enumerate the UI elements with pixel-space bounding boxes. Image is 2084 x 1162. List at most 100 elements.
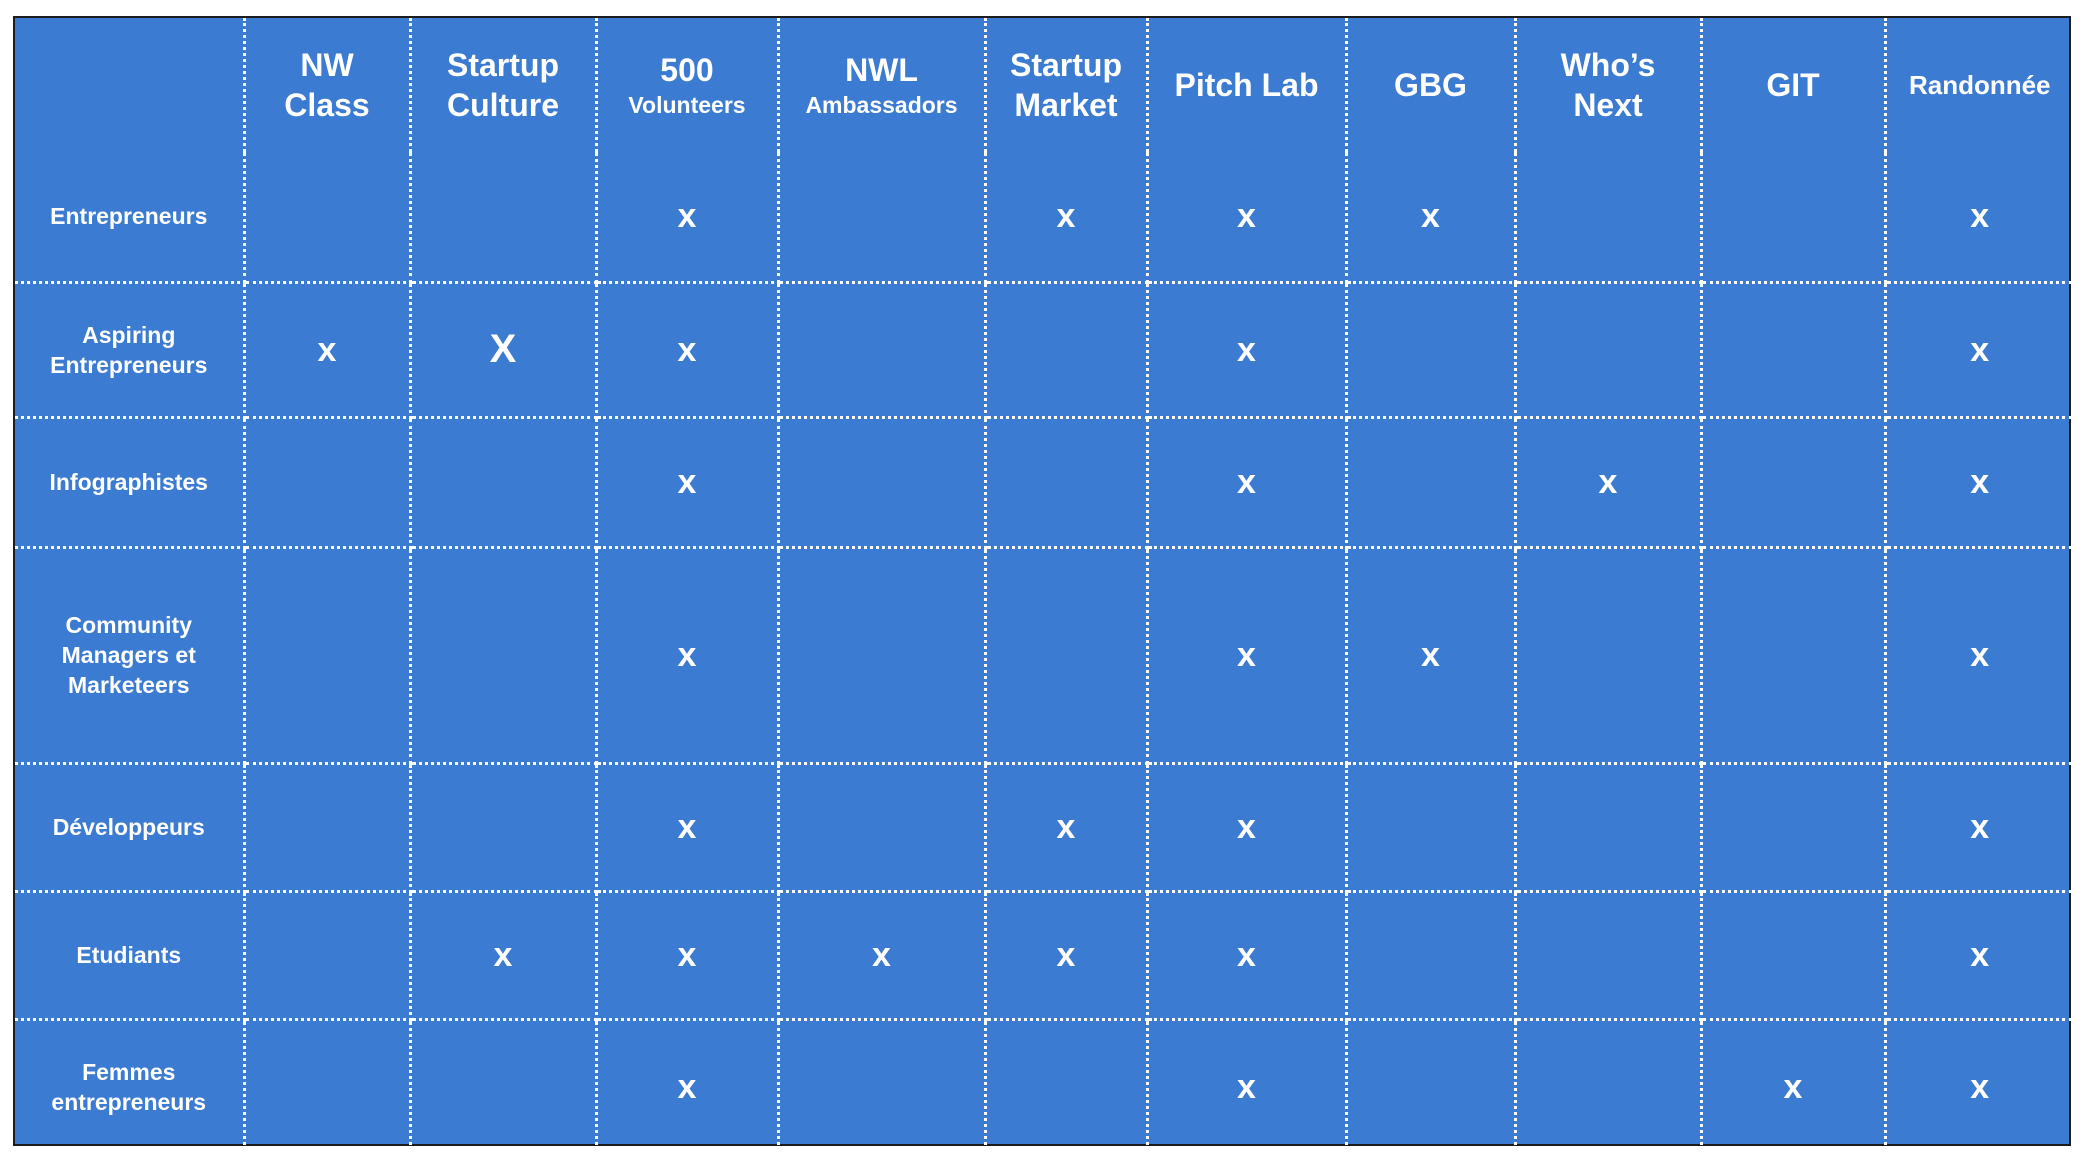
row-label: Femmes entrepreneurs: [51, 1058, 207, 1115]
cell-mark: x: [317, 330, 337, 369]
row-label: Entrepreneurs: [50, 203, 208, 230]
cell-mark: x: [872, 936, 891, 974]
column-header-line1: Startup: [1010, 47, 1122, 83]
row-header: Etudiants: [15, 889, 246, 1021]
matrix-cell: x: [983, 889, 1149, 1021]
matrix-cell: [242, 152, 412, 284]
matrix-cell: [242, 1017, 412, 1153]
matrix-cell: x: [1883, 545, 2073, 765]
matrix-row: Développeurs x x x x: [15, 761, 2073, 893]
cell-mark: x: [1237, 1067, 1256, 1106]
cell-mark: x: [1970, 808, 1990, 846]
column-header-line1: NWL: [845, 52, 918, 88]
cell-mark: X: [489, 327, 517, 371]
matrix-row: Community Managers et Marketeers x x x x: [15, 545, 2073, 765]
column-header: GIT: [1699, 18, 1887, 152]
cell-mark: x: [1598, 463, 1618, 501]
column-header-line2: Volunteers: [628, 92, 746, 118]
matrix-table: NW Class Startup Culture 500 Volunteers NWL Amb…: [15, 18, 2073, 1153]
matrix-cell: x: [1883, 889, 2073, 1021]
cell-mark: x: [1970, 936, 1990, 974]
column-header: Pitch Lab: [1145, 18, 1348, 152]
matrix-cell: [1344, 415, 1517, 549]
column-header: Startup Culture: [408, 18, 598, 152]
matrix-cell: x: [1883, 1017, 2073, 1153]
matrix-row: Etudiants x x x x x x: [15, 889, 2073, 1021]
column-header-line2: Ambassadors: [805, 92, 958, 118]
cell-mark: x: [1056, 808, 1076, 846]
program-audience-matrix: NW Class Startup Culture 500 Volunteers NWL Amb…: [13, 16, 2073, 1153]
matrix-cell: x: [594, 152, 780, 284]
matrix-cell: [1344, 280, 1517, 419]
matrix-cell: x: [594, 1017, 780, 1153]
matrix-cell: [1513, 545, 1703, 765]
matrix-cell: [1344, 761, 1517, 893]
matrix-row: Infographistes x x x x: [15, 415, 2073, 549]
matrix-row: Femmes entrepreneurs x x x x: [15, 1017, 2073, 1153]
cell-mark: x: [1056, 936, 1076, 974]
column-header-line2: Next: [1573, 87, 1643, 123]
cell-mark: x: [677, 936, 697, 974]
row-label: Etudiants: [76, 942, 182, 968]
matrix-cell: x: [1344, 545, 1517, 765]
matrix-row: Entrepreneurs x x x x x: [15, 152, 2073, 284]
matrix-cell: [776, 280, 987, 419]
cell-mark: x: [1970, 197, 1990, 236]
cell-mark: x: [1970, 463, 1990, 501]
row-header: Community Managers et Marketeers: [15, 545, 246, 765]
matrix-cell: [1699, 545, 1887, 765]
cell-mark: x: [1970, 1067, 1990, 1106]
cell-mark: x: [1237, 330, 1256, 369]
cell-mark: x: [1970, 330, 1990, 369]
matrix-cell: X: [408, 280, 598, 419]
cell-mark: x: [677, 330, 697, 369]
row-header: Infographistes: [15, 415, 246, 549]
matrix-cell: x: [1145, 152, 1348, 284]
column-header-line2: Market: [1014, 87, 1118, 123]
matrix-cell: [242, 761, 412, 893]
cell-mark: x: [1970, 636, 1990, 674]
row-header: Aspiring Entrepreneurs: [15, 280, 246, 419]
column-header: NWL Ambassadors: [776, 18, 987, 152]
row-label: Aspiring Entrepreneurs: [50, 321, 208, 378]
row-label: Community Managers et Marketeers: [61, 612, 196, 698]
matrix-cell: x: [1699, 1017, 1887, 1153]
cell-mark: x: [1237, 463, 1256, 501]
matrix-cell: [1699, 415, 1887, 549]
matrix-cell: [1513, 761, 1703, 893]
matrix-cell: x: [1513, 415, 1703, 549]
cell-mark: x: [1237, 636, 1256, 674]
column-header-line1: Randonnée: [1908, 70, 2051, 100]
header-row: NW Class Startup Culture 500 Volunteers NWL Amb…: [15, 18, 2073, 152]
column-header-line1: NW: [300, 47, 354, 83]
corner-cell: [15, 18, 246, 152]
matrix-cell: [776, 1017, 987, 1153]
matrix-cell: x: [594, 545, 780, 765]
matrix-cell: x: [1145, 1017, 1348, 1153]
cell-mark: x: [1237, 808, 1256, 846]
row-header: Femmes entrepreneurs: [15, 1017, 246, 1153]
matrix-cell: [1699, 152, 1887, 284]
column-header-line2: Culture: [447, 87, 559, 123]
column-header: 500 Volunteers: [594, 18, 780, 152]
row-label: Infographistes: [49, 469, 208, 495]
cell-mark: x: [1056, 197, 1076, 236]
cell-mark: x: [677, 636, 697, 674]
matrix-cell: [408, 761, 598, 893]
matrix-cell: [1513, 889, 1703, 1021]
matrix-cell: [242, 889, 412, 1021]
matrix-cell: x: [983, 761, 1149, 893]
matrix-cell: x: [1883, 761, 2073, 893]
column-header-line1: GIT: [1766, 67, 1820, 103]
matrix-cell: x: [1883, 415, 2073, 549]
matrix-cell: x: [983, 152, 1149, 284]
row-header: Entrepreneurs: [15, 152, 246, 284]
matrix-cell: [776, 415, 987, 549]
matrix-cell: x: [1145, 280, 1348, 419]
matrix-cell: [408, 545, 598, 765]
matrix-cell: [1699, 889, 1887, 1021]
matrix-cell: [1513, 280, 1703, 419]
cell-mark: x: [1421, 636, 1440, 674]
column-header: Randonnée: [1883, 18, 2073, 152]
matrix-cell: x: [594, 280, 780, 419]
